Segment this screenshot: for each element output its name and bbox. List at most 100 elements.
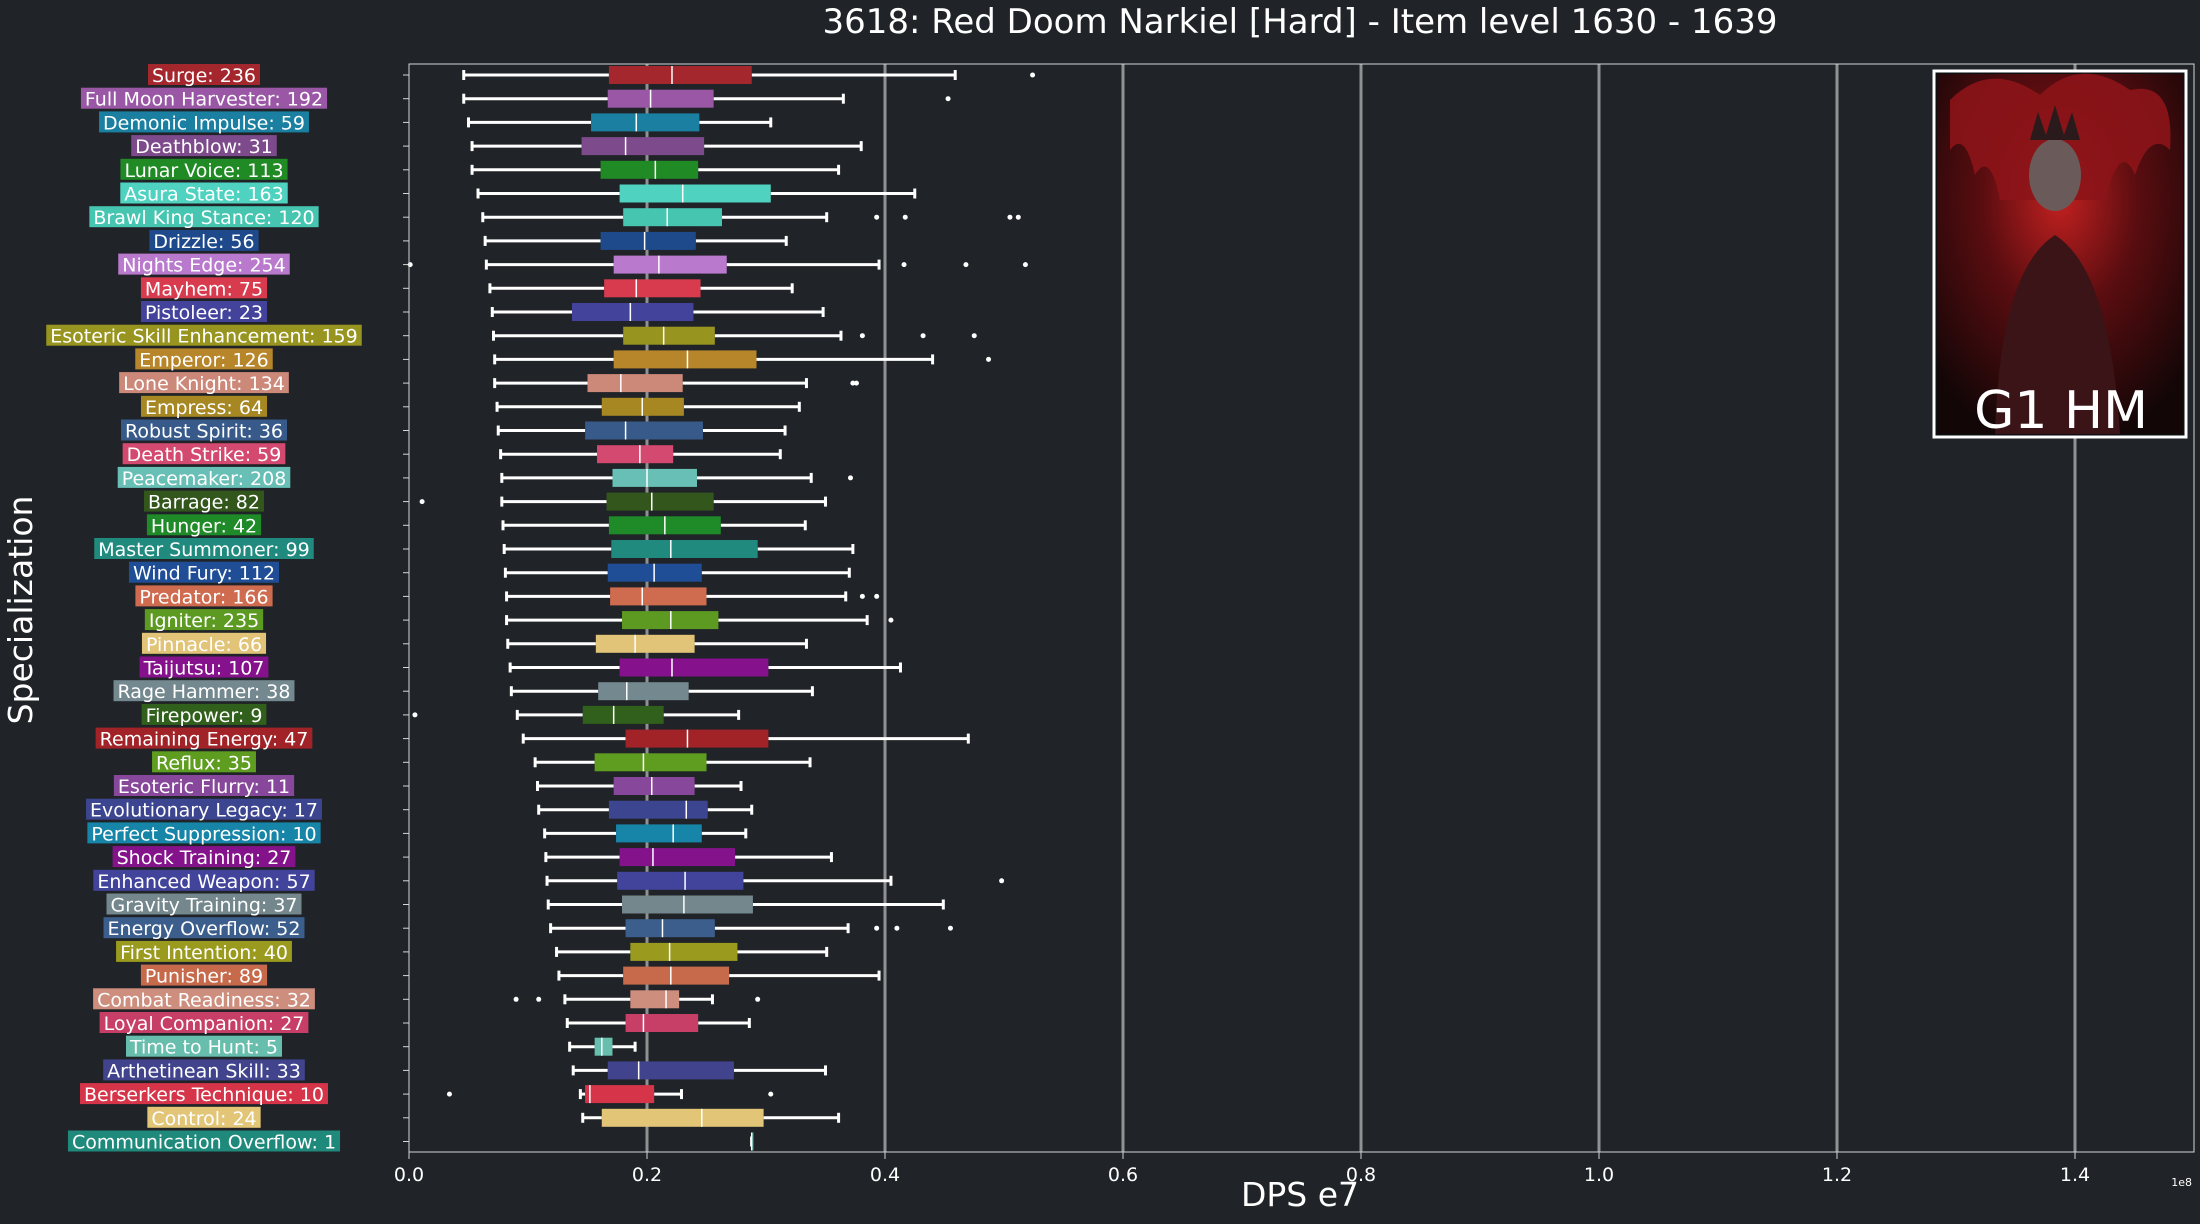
category-label-background	[120, 419, 288, 441]
box-plot-row	[536, 777, 743, 795]
category-label-background	[103, 1059, 305, 1081]
box-iqr	[594, 753, 707, 772]
category-label-background	[147, 64, 261, 85]
category-label: Full Moon Harvester: 192	[85, 89, 323, 111]
category-label: Nights Edge: 254	[122, 255, 286, 277]
category-label: Empress: 64	[145, 397, 263, 419]
box-iqr	[600, 231, 696, 250]
category-label: Control: 24	[151, 1108, 256, 1130]
box-iqr	[598, 682, 689, 701]
box-plot-row	[495, 397, 801, 416]
boss-body-shape	[1995, 235, 2120, 434]
category-label-background	[113, 680, 295, 702]
category-label: Wind Fury: 112	[133, 563, 275, 585]
box-plot-row	[493, 350, 992, 369]
box-iqr	[616, 824, 702, 843]
category-label: Death Strike: 59	[127, 444, 282, 466]
box-plot-row	[543, 824, 748, 843]
box-plot-row	[506, 634, 808, 653]
category-label-background	[117, 466, 291, 488]
category-label-background	[103, 917, 305, 939]
outlier-point	[894, 925, 900, 931]
box-plot-row	[462, 66, 1036, 84]
category-label-background	[93, 988, 315, 1010]
box-iqr	[622, 895, 753, 914]
category-label-background	[152, 751, 256, 773]
outlier-point	[407, 262, 413, 268]
box-iqr	[591, 113, 700, 132]
box-plot-row	[500, 468, 853, 487]
box-plot-row	[488, 279, 794, 298]
outlier-point	[768, 1091, 774, 1097]
category-label-background	[140, 395, 268, 417]
outlier-point	[419, 499, 425, 505]
category-label: Punisher: 89	[145, 966, 263, 988]
category-label-background	[89, 206, 319, 228]
box-plot-row	[476, 184, 917, 203]
box-iqr	[619, 184, 771, 203]
outlier-point	[920, 333, 926, 339]
category-label-background	[140, 964, 268, 986]
category-label: Emperor: 126	[139, 349, 268, 371]
box-iqr	[582, 705, 664, 724]
category-label-background	[146, 514, 262, 536]
box-plot-row	[501, 516, 807, 535]
category-label-background	[141, 703, 267, 725]
box-iqr	[606, 492, 714, 511]
box-iqr	[617, 871, 744, 890]
category-label-background	[139, 656, 269, 678]
category-label-background	[119, 372, 289, 394]
box-plot-row	[544, 848, 833, 867]
category-label: Drizzle: 56	[153, 231, 254, 253]
box-plot-row	[565, 1014, 751, 1032]
category-label-background	[99, 111, 309, 133]
category-label: Demonic Impulse: 59	[103, 112, 305, 134]
box-plot-row	[505, 587, 880, 606]
category-label-background	[144, 490, 264, 512]
x-tick-label: 0.8	[1346, 1164, 1376, 1186]
box-plot-row	[499, 445, 782, 464]
category-label-background	[118, 253, 290, 275]
box-iqr	[610, 587, 707, 606]
box-plot-row	[568, 1037, 637, 1056]
category-label: Peacemaker: 208	[122, 468, 287, 490]
box-plot-row	[496, 421, 787, 440]
outlier-point	[902, 214, 908, 220]
box-plot-row	[407, 255, 1028, 274]
box-iqr	[604, 279, 701, 298]
box-iqr	[572, 303, 694, 321]
category-label: Asura State: 163	[124, 184, 283, 206]
category-label-background	[95, 727, 313, 749]
box-plot-row	[412, 705, 741, 724]
outlier-point	[874, 593, 880, 599]
box-plot-row	[581, 1108, 841, 1127]
outlier-point	[901, 262, 907, 268]
category-label: Lone Knight: 134	[123, 373, 285, 395]
category-label: Pinnacle: 66	[146, 634, 262, 656]
box-plot-row	[446, 1085, 774, 1104]
box-plot-row	[513, 990, 761, 1009]
outlier-point	[971, 333, 977, 339]
box-iqr	[613, 350, 757, 369]
outlier-point	[847, 475, 853, 481]
category-label-background	[86, 798, 322, 820]
box-plot-row	[467, 113, 773, 132]
boss-portrait: G1 HM	[1932, 69, 2188, 441]
box-iqr	[613, 777, 695, 795]
box-iqr	[625, 729, 769, 748]
category-label: Firepower: 9	[146, 705, 263, 727]
category-label: First Intention: 40	[120, 942, 288, 964]
category-label-background	[46, 324, 362, 346]
x-tick-label: 1.4	[2060, 1164, 2090, 1186]
outlier-point	[859, 593, 865, 599]
box-plot-row	[481, 208, 1021, 227]
category-label: Arthetinean Skill: 33	[107, 1060, 301, 1082]
outlier-point	[986, 356, 992, 362]
category-label-background	[106, 893, 302, 915]
category-label-background	[80, 1083, 328, 1105]
category-label: Master Summoner: 99	[98, 539, 310, 561]
category-label: Pistoleer: 23	[145, 302, 263, 324]
box-iqr	[625, 919, 715, 938]
box-plot-row	[545, 871, 1005, 890]
